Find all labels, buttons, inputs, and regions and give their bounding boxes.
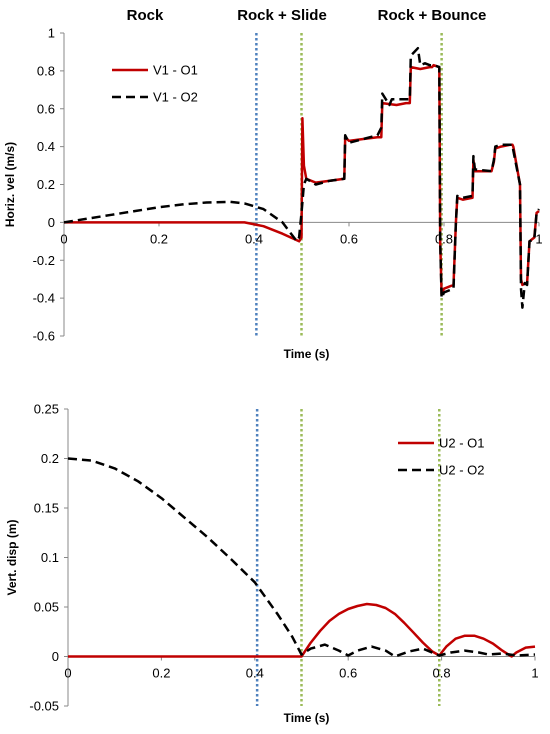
vertical-displacement-chart: -0.05 0 0.05 0.1 0.15 0.2 0.25 0 0.2 0.4 0.6 0.8 1 Ti… bbox=[5, 402, 539, 726]
y-tick-label: 0.1 bbox=[41, 550, 59, 565]
chart-series bbox=[63, 46, 541, 309]
x-tick-label: 1 bbox=[531, 666, 538, 681]
x-tick-label: 0.8 bbox=[435, 231, 453, 246]
series-line-u2-o2 bbox=[67, 457, 536, 658]
chart-axes: -0.6 -0.4 -0.2 0 0.2 0.4 0.6 0.8 1 0 0.2 0.4 0.6 0.8 1… bbox=[3, 26, 543, 362]
y-tick-label: 0.15 bbox=[34, 501, 59, 516]
horizontal-velocity-chart: -0.6 -0.4 -0.2 0 0.2 0.4 0.6 0.8 1 0 0.2 0.4 0.6 0.8 1… bbox=[3, 26, 543, 362]
y-tick-label: 0.6 bbox=[37, 101, 55, 116]
y-tick-label: -0.2 bbox=[33, 253, 55, 268]
chart-series bbox=[67, 457, 536, 658]
y-tick-label: 0.2 bbox=[37, 177, 55, 192]
y-tick-label: -0.4 bbox=[33, 291, 55, 306]
x-axis-label: Time (s) bbox=[284, 711, 330, 725]
series-line-u2-o1 bbox=[68, 602, 536, 658]
phase-label-rock: Rock bbox=[127, 7, 164, 24]
phase-label-rock-slide: Rock + Slide bbox=[237, 7, 327, 24]
x-tick-label: 0.4 bbox=[246, 666, 264, 681]
x-tick-label: 0.2 bbox=[150, 231, 168, 246]
legend-label: U2 - O1 bbox=[439, 436, 485, 451]
y-tick-label: 1 bbox=[48, 26, 55, 41]
y-tick-label: 0.2 bbox=[41, 451, 59, 466]
y-tick-label: -0.6 bbox=[33, 329, 55, 344]
x-tick-label: 1 bbox=[535, 231, 542, 246]
y-tick-label: 0 bbox=[52, 649, 59, 664]
phase-label-rock-bounce: Rock + Bounce bbox=[378, 7, 487, 24]
x-tick-label: 0.6 bbox=[340, 231, 358, 246]
chart-legend: V1 - O1 V1 - O2 bbox=[112, 63, 198, 105]
y-axis-label: Horiz. vel (m/s) bbox=[3, 142, 17, 227]
x-tick-label: 0.6 bbox=[339, 666, 357, 681]
legend-label: U2 - O2 bbox=[439, 463, 485, 478]
x-tick-label: 0.2 bbox=[152, 666, 170, 681]
legend-label: V1 - O1 bbox=[153, 63, 198, 78]
phase-boundary-lines bbox=[255, 33, 443, 336]
y-tick-label: 0.25 bbox=[34, 402, 59, 417]
x-axis-label: Time (s) bbox=[284, 347, 330, 361]
x-tick-label: 0 bbox=[64, 666, 71, 681]
y-tick-label: 0.05 bbox=[34, 600, 59, 615]
x-tick-label: 0.8 bbox=[433, 666, 451, 681]
y-axis-label: Vert. disp (m) bbox=[5, 519, 19, 595]
series-line-v1-o1 bbox=[64, 63, 540, 296]
series-line-v1-o2 bbox=[63, 46, 541, 309]
chart-legend: U2 - O1 U2 - O2 bbox=[398, 436, 485, 478]
y-tick-label: 0.4 bbox=[37, 139, 55, 154]
y-tick-label: -0.05 bbox=[29, 699, 59, 714]
x-tick-label: 0.4 bbox=[245, 231, 263, 246]
y-tick-label: 0.8 bbox=[37, 63, 55, 78]
legend-label: V1 - O2 bbox=[153, 90, 198, 105]
phase-boundary-lines bbox=[255, 409, 441, 706]
x-tick-label: 0 bbox=[60, 231, 67, 246]
y-tick-label: 0 bbox=[48, 215, 55, 230]
